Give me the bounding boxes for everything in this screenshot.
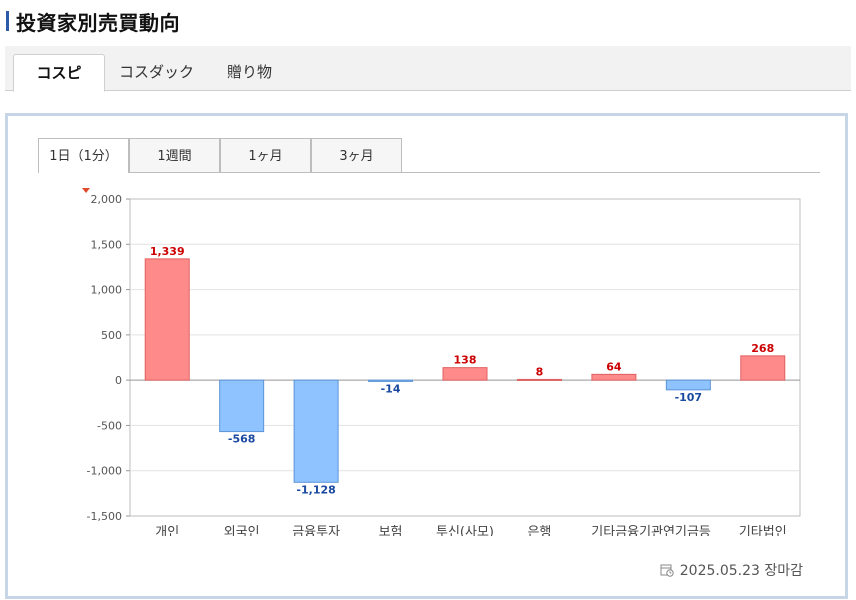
x-tick-label: 투신(사모) — [436, 525, 494, 536]
x-tick-label: 금융투자 — [292, 525, 340, 536]
x-tick-label: 개인 — [155, 525, 179, 536]
data-label: -568 — [228, 433, 256, 446]
data-label: -1,128 — [296, 483, 335, 496]
calendar-clock-icon — [660, 563, 674, 577]
page-header: 投資家別売買動向 — [6, 8, 180, 35]
bar — [144, 258, 190, 381]
bar — [665, 379, 711, 391]
bar — [293, 379, 339, 483]
tab-kospi[interactable]: コスピ — [13, 54, 105, 92]
data-label: -107 — [675, 391, 703, 404]
bar — [442, 367, 488, 381]
data-label: 1,339 — [150, 245, 185, 258]
data-label: 8 — [536, 365, 544, 378]
tab-kosdaq[interactable]: コスダック — [119, 63, 195, 81]
x-tick-label: 보험 — [379, 525, 403, 536]
y-tick-label: -1,500 — [87, 510, 122, 523]
title-accent-bar — [6, 11, 9, 31]
plot-area — [129, 198, 801, 517]
bar — [368, 379, 414, 382]
y-tick-label: 1,500 — [91, 238, 123, 251]
tab-1month[interactable]: 1ヶ月 — [220, 138, 311, 172]
x-tick-label: 은행 — [527, 524, 551, 536]
y-tick-label: 1,000 — [91, 284, 123, 297]
tab-gift[interactable]: 贈り物 — [227, 63, 273, 81]
tab-3month[interactable]: 3ヶ月 — [311, 138, 402, 172]
bar — [740, 355, 786, 381]
chart-panel: 1日（1分） 1週間 1ヶ月 3ヶ月 2,000 1,500 1,000 500 0 -5… — [5, 113, 848, 599]
bar — [516, 378, 562, 381]
y-tick-label: -1,000 — [87, 465, 122, 478]
investor-bar-chart: 2,000 1,500 1,000 500 0 -500 -1,000 -1,500 1,339… — [87, 193, 801, 536]
bar — [591, 373, 637, 381]
market-tabs: コスピ コスダック 贈り物 — [5, 46, 851, 92]
data-label: 138 — [454, 354, 477, 367]
data-label: -14 — [381, 382, 401, 395]
tab-1day[interactable]: 1日（1分） — [38, 138, 129, 173]
x-tick-label: 외국인 — [224, 525, 260, 536]
page-title: 投資家別売買動向 — [16, 10, 180, 35]
y-tick-label: -500 — [97, 419, 122, 432]
market-status: 2025.05.23 장마감 — [660, 560, 803, 580]
data-label: 268 — [751, 342, 774, 355]
x-tick-label: 기타금융기관연기금등 — [591, 525, 711, 536]
tab-1week[interactable]: 1週間 — [129, 138, 220, 172]
period-tabs: 1日（1分） 1週間 1ヶ月 3ヶ月 — [38, 136, 820, 193]
y-tick-label: 0 — [115, 374, 122, 387]
bar — [219, 379, 265, 433]
market-status-text: 2025.05.23 장마감 — [679, 563, 803, 579]
y-tick-label: 500 — [101, 329, 122, 342]
y-tick-label: 2,000 — [91, 193, 123, 206]
active-tab-marker-icon — [82, 188, 90, 193]
x-tick-label: 기타법인 — [739, 525, 787, 536]
data-label: 64 — [606, 360, 622, 373]
